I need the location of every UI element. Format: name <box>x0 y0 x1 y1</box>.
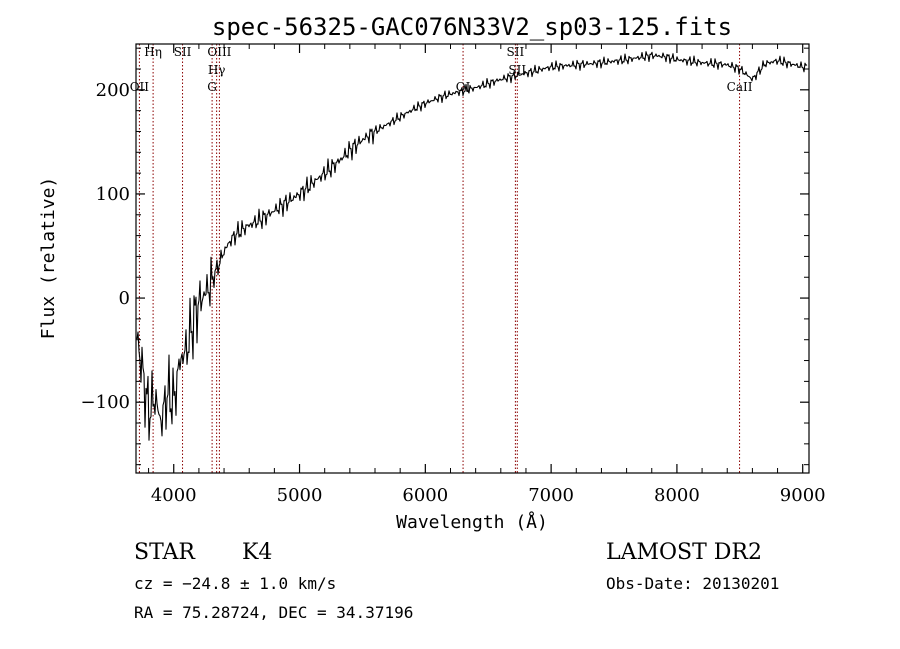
survey-name: LAMOST DR2 <box>606 540 762 565</box>
emission-line-markers <box>138 44 741 473</box>
marker-label: OIII <box>207 45 231 59</box>
y-tick-label: 100 <box>96 184 130 205</box>
redshift-velocity: cz = −24.8 ± 1.0 km/s <box>134 574 336 593</box>
marker-label: Hγ <box>208 63 226 77</box>
marker-label: Hη <box>144 45 162 59</box>
observation-date: Obs-Date: 20130201 <box>606 574 779 593</box>
marker-label: OII <box>130 80 150 94</box>
marker-label: CaII <box>727 80 753 94</box>
y-axis-ticks: −100 0 100 200 <box>81 47 809 466</box>
marker-label: G <box>207 80 217 94</box>
x-tick-label: 5000 <box>277 485 323 506</box>
marker-label: SII <box>174 45 192 59</box>
x-tick-label: 4000 <box>151 485 197 506</box>
plot-frame <box>135 43 810 474</box>
chart-title: spec-56325-GAC076N33V2_sp03-125.fits <box>212 13 732 41</box>
x-axis-label: Wavelength (Å) <box>396 511 548 533</box>
x-axis-ticks: 4000 5000 6000 7000 8000 9000 <box>148 44 826 506</box>
marker-label: SII <box>507 45 525 59</box>
sky-coordinates: RA = 75.28724, DEC = 34.37196 <box>134 603 413 622</box>
object-subclass: K4 <box>242 540 272 565</box>
x-tick-label: 8000 <box>654 485 700 506</box>
x-tick-label: 7000 <box>528 485 574 506</box>
y-axis-label: Flux (relative) <box>38 177 59 340</box>
x-tick-label: 9000 <box>780 485 826 506</box>
object-class: STAR <box>134 540 196 565</box>
y-tick-label: −100 <box>81 392 130 413</box>
y-tick-label: 0 <box>119 288 130 309</box>
y-tick-label: 200 <box>96 80 130 101</box>
x-tick-label: 6000 <box>402 485 448 506</box>
spectrum-line <box>136 51 808 441</box>
